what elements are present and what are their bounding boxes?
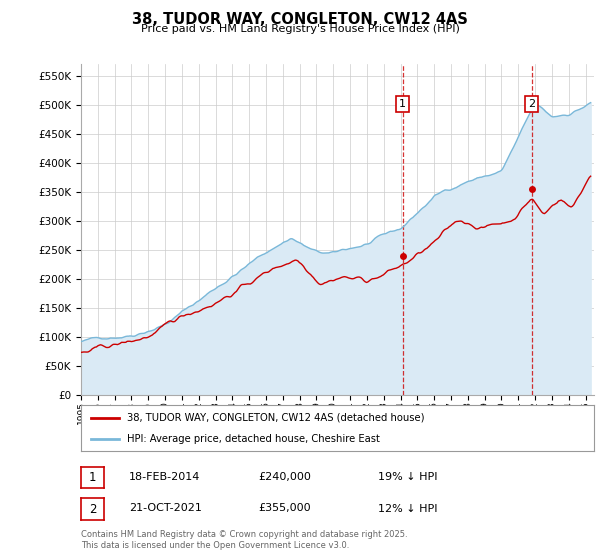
- Text: 2: 2: [89, 502, 96, 516]
- Text: 19% ↓ HPI: 19% ↓ HPI: [378, 472, 437, 482]
- Text: Contains HM Land Registry data © Crown copyright and database right 2025.: Contains HM Land Registry data © Crown c…: [81, 530, 407, 539]
- Text: 38, TUDOR WAY, CONGLETON, CW12 4AS (detached house): 38, TUDOR WAY, CONGLETON, CW12 4AS (deta…: [127, 413, 425, 423]
- Text: 1: 1: [399, 99, 406, 109]
- Text: £355,000: £355,000: [258, 503, 311, 514]
- Text: £240,000: £240,000: [258, 472, 311, 482]
- Text: 12% ↓ HPI: 12% ↓ HPI: [378, 503, 437, 514]
- Text: 1: 1: [89, 471, 96, 484]
- Text: 2: 2: [528, 99, 535, 109]
- Text: HPI: Average price, detached house, Cheshire East: HPI: Average price, detached house, Ches…: [127, 435, 380, 444]
- Text: 38, TUDOR WAY, CONGLETON, CW12 4AS: 38, TUDOR WAY, CONGLETON, CW12 4AS: [132, 12, 468, 27]
- Text: 18-FEB-2014: 18-FEB-2014: [129, 472, 200, 482]
- Text: 21-OCT-2021: 21-OCT-2021: [129, 503, 202, 514]
- Text: Price paid vs. HM Land Registry's House Price Index (HPI): Price paid vs. HM Land Registry's House …: [140, 24, 460, 34]
- Text: This data is licensed under the Open Government Licence v3.0.: This data is licensed under the Open Gov…: [81, 541, 349, 550]
